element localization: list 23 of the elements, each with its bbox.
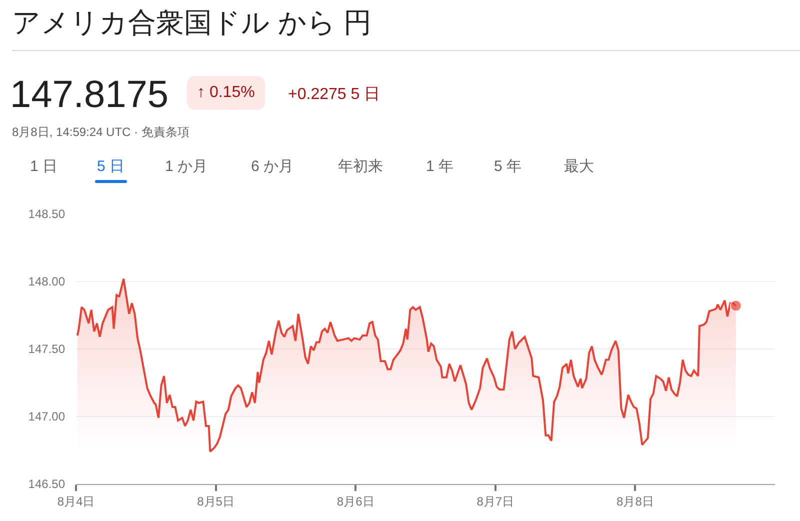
text: 1 年	[426, 157, 454, 176]
y-tick-label: 148.50	[28, 207, 66, 222]
y-tick-label: 147.50	[28, 342, 66, 356]
text: 5 年	[494, 157, 522, 176]
text: 最大	[564, 157, 594, 176]
text: 5 日	[97, 157, 125, 176]
x-tick-label: 8月6日	[336, 494, 374, 508]
x-tick-label: 8月7日	[476, 494, 514, 508]
text: ↑ 0.15%	[187, 76, 265, 110]
y-tick-label: 148.00	[28, 274, 66, 289]
text: 年初来	[338, 157, 383, 176]
text: 1 日	[30, 157, 58, 176]
y-tick-label: 146.50	[28, 477, 66, 492]
text: 147.8175	[10, 74, 168, 117]
text: +0.2275 5 日	[288, 85, 380, 105]
text: 8月8日, 14:59:24 UTC · 免責条項	[12, 124, 190, 141]
x-tick-label: 8月8日	[616, 494, 654, 508]
x-tick-label: 8月4日	[57, 494, 95, 508]
text: 1 か月	[165, 157, 208, 176]
text: 6 か月	[251, 157, 294, 176]
chart-title: アメリカ合衆国ドル から 円	[12, 6, 372, 40]
y-tick-label: 147.00	[28, 410, 66, 424]
x-tick-label: 8月5日	[197, 494, 234, 508]
